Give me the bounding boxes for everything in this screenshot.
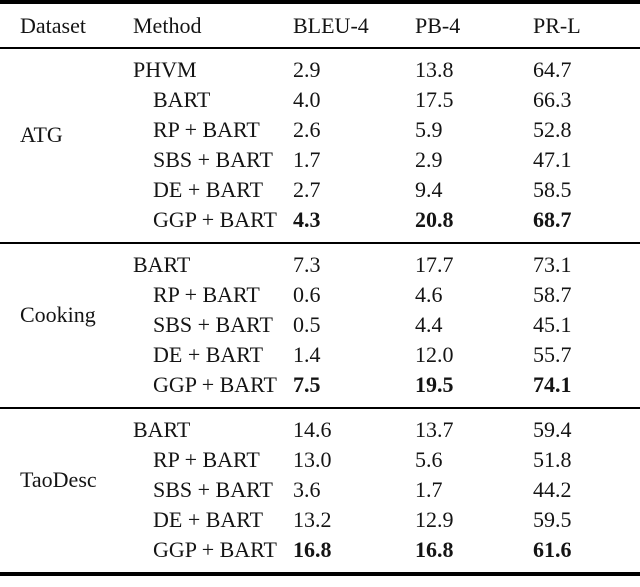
pb4-value: 13.7 <box>415 407 533 445</box>
pb4-value: 4.4 <box>415 312 443 337</box>
method-cell: BART <box>133 242 293 280</box>
pb4-value: 2.9 <box>415 147 443 172</box>
prl-value: 61.6 <box>533 537 572 562</box>
prl-value: 44.2 <box>533 477 572 502</box>
method-cell: BART <box>133 407 293 445</box>
bleu4-value: 7.5 <box>293 372 321 397</box>
bleu4-value: 16.8 <box>293 537 332 562</box>
bleu4-value: 4.0 <box>293 87 321 112</box>
dataset-group: TaoDesc BART 14.6 13.7 59.4 RP + BART 13.0 5.6 5… <box>0 407 640 574</box>
method-cell: RP + BART <box>153 117 260 142</box>
pb4-value: 4.6 <box>415 282 443 307</box>
table-row: DE + BART 2.7 9.4 58.5 <box>0 175 640 205</box>
table-row: DE + BART 1.4 12.0 55.7 <box>0 340 640 370</box>
pb4-value: 20.8 <box>415 207 454 232</box>
method-cell: RP + BART <box>153 282 260 307</box>
dataset-group: ATG PHVM 2.9 13.8 64.7 BART 4.0 17.5 66.3 RP + BA… <box>0 47 640 243</box>
bleu4-value: 14.6 <box>293 407 415 445</box>
column-header-prl: PR-L <box>533 2 640 49</box>
pb4-value: 9.4 <box>415 177 443 202</box>
prl-value: 59.5 <box>533 507 572 532</box>
pb4-value: 16.8 <box>415 537 454 562</box>
dataset-label: TaoDesc <box>20 466 97 492</box>
prl-value: 64.7 <box>533 47 640 85</box>
prl-value: 45.1 <box>533 312 572 337</box>
dataset-label: ATG <box>20 121 63 147</box>
method-cell: DE + BART <box>153 342 264 367</box>
pb4-value: 19.5 <box>415 372 454 397</box>
table-row: RP + BART 13.0 5.6 51.8 <box>0 445 640 475</box>
bleu4-value: 13.0 <box>293 447 332 472</box>
table-row: GGP + BART 16.8 16.8 61.6 <box>0 535 640 574</box>
prl-value: 58.7 <box>533 282 572 307</box>
bleu4-value: 1.4 <box>293 342 321 367</box>
bleu4-value: 7.3 <box>293 242 415 280</box>
prl-value: 51.8 <box>533 447 572 472</box>
dataset-label: Cooking <box>20 301 96 327</box>
bleu4-value: 13.2 <box>293 507 332 532</box>
method-cell: SBS + BART <box>153 312 273 337</box>
table-header: Dataset Method BLEU-4 PB-4 PR-L <box>0 2 640 49</box>
table-row: GGP + BART 7.5 19.5 74.1 <box>0 370 640 408</box>
column-header-bleu4: BLEU-4 <box>293 2 415 49</box>
column-header-method: Method <box>133 2 293 49</box>
method-cell: GGP + BART <box>153 537 277 562</box>
pb4-value: 1.7 <box>415 477 443 502</box>
prl-value: 59.4 <box>533 407 640 445</box>
dataset-group: Cooking BART 7.3 17.7 73.1 RP + BART 0.6 4.6 58.… <box>0 242 640 408</box>
pb4-value: 17.7 <box>415 242 533 280</box>
method-cell: SBS + BART <box>153 477 273 502</box>
method-cell: RP + BART <box>153 447 260 472</box>
pb4-value: 13.8 <box>415 47 533 85</box>
method-cell: GGP + BART <box>153 207 277 232</box>
bleu4-value: 1.7 <box>293 147 321 172</box>
table-row: TaoDesc BART 14.6 13.7 59.4 <box>0 407 640 574</box>
bleu4-value: 0.6 <box>293 282 321 307</box>
table-row: Cooking BART 7.3 17.7 73.1 <box>0 242 640 408</box>
prl-value: 68.7 <box>533 207 572 232</box>
prl-value: 47.1 <box>533 147 572 172</box>
dataset-cell: ATG <box>0 47 133 243</box>
bleu4-value: 2.9 <box>293 47 415 85</box>
table-row: BART 4.0 17.5 66.3 <box>0 85 640 115</box>
bleu4-value: 4.3 <box>293 207 321 232</box>
header-row: Dataset Method BLEU-4 PB-4 PR-L <box>0 2 640 49</box>
method-cell: PHVM <box>133 47 293 85</box>
table-row: RP + BART 0.6 4.6 58.7 <box>0 280 640 310</box>
table-row: SBS + BART 3.6 1.7 44.2 <box>0 475 640 505</box>
prl-value: 66.3 <box>533 87 572 112</box>
table-row: DE + BART 13.2 12.9 59.5 <box>0 505 640 535</box>
table-row: SBS + BART 0.5 4.4 45.1 <box>0 310 640 340</box>
table-row: RP + BART 2.6 5.9 52.8 <box>0 115 640 145</box>
bleu4-value: 2.7 <box>293 177 321 202</box>
prl-value: 58.5 <box>533 177 572 202</box>
pb4-value: 5.9 <box>415 117 443 142</box>
dataset-cell: TaoDesc <box>0 407 133 574</box>
method-cell: SBS + BART <box>153 147 273 172</box>
prl-value: 52.8 <box>533 117 572 142</box>
pb4-value: 12.0 <box>415 342 454 367</box>
prl-value: 74.1 <box>533 372 572 397</box>
table-row: SBS + BART 1.7 2.9 47.1 <box>0 145 640 175</box>
column-header-dataset: Dataset <box>0 2 133 49</box>
table-row: GGP + BART 4.3 20.8 68.7 <box>0 205 640 243</box>
prl-value: 55.7 <box>533 342 572 367</box>
table-row: ATG PHVM 2.9 13.8 64.7 <box>0 47 640 243</box>
method-cell: DE + BART <box>153 507 264 532</box>
prl-value: 73.1 <box>533 242 640 280</box>
method-cell: GGP + BART <box>153 372 277 397</box>
bleu4-value: 3.6 <box>293 477 321 502</box>
method-cell: BART <box>153 87 211 112</box>
method-cell: DE + BART <box>153 177 264 202</box>
dataset-cell: Cooking <box>0 242 133 408</box>
bleu4-value: 2.6 <box>293 117 321 142</box>
pb4-value: 5.6 <box>415 447 443 472</box>
column-header-pb4: PB-4 <box>415 2 533 49</box>
bleu4-value: 0.5 <box>293 312 321 337</box>
pb4-value: 17.5 <box>415 87 454 112</box>
pb4-value: 12.9 <box>415 507 454 532</box>
